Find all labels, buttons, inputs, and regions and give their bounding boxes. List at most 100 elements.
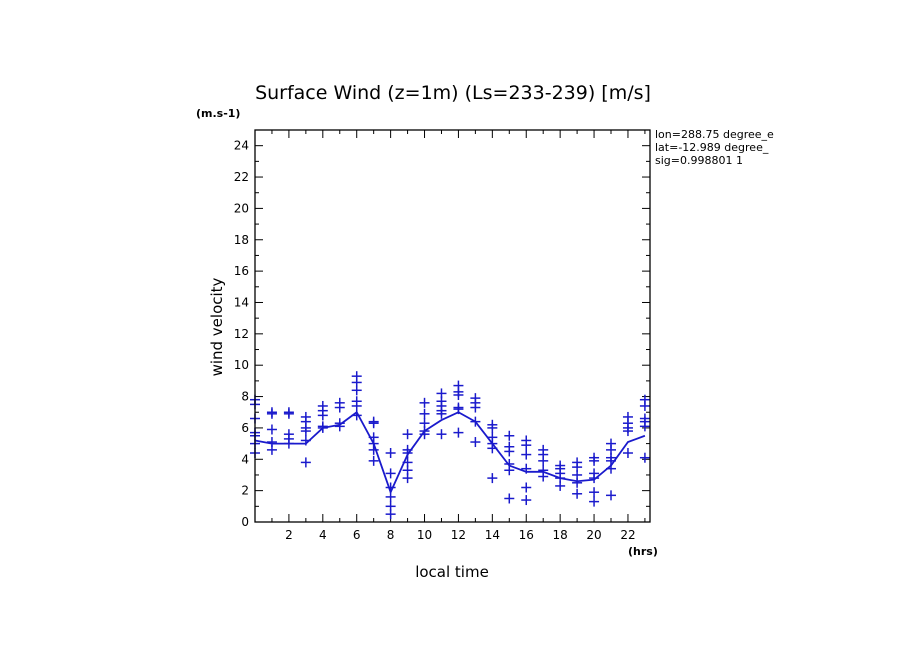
- mean-line: [254, 410, 646, 495]
- scatter-point: [368, 418, 379, 429]
- scatter-point: [419, 429, 430, 440]
- x-tick-label: 10: [417, 528, 432, 542]
- scatter-point: [300, 426, 311, 437]
- scatter-point: [351, 400, 362, 411]
- x-tick-label: 2: [285, 528, 293, 542]
- scatter-point: [639, 400, 650, 411]
- scatter-point: [639, 452, 650, 463]
- scatter-point: [622, 448, 633, 459]
- scatter-point: [266, 408, 277, 419]
- scatter-point: [453, 427, 464, 438]
- scatter-point: [521, 495, 532, 506]
- scatter-point: [402, 429, 413, 440]
- scatter-point: [419, 408, 430, 419]
- scatter-point: [436, 429, 447, 440]
- scatter-point: [385, 482, 396, 493]
- scatter-point: [470, 437, 481, 448]
- scatter-point: [470, 416, 481, 427]
- scatter-point: [521, 449, 532, 460]
- x-axis-label: local time: [415, 563, 489, 581]
- info-line-lon: lon=288.75 degree_e: [655, 128, 774, 141]
- scatter-point: [538, 471, 549, 482]
- chart-title: Surface Wind (z=1m) (Ls=233-239) [m/s]: [255, 82, 651, 104]
- scatter-point: [487, 443, 498, 454]
- scatter-point: [266, 444, 277, 455]
- scatter-point: [572, 488, 583, 499]
- scatter-point: [589, 487, 600, 498]
- y-tick-label: 14: [234, 295, 249, 309]
- scatter-point: [639, 421, 650, 432]
- y-tick-label: 22: [234, 170, 249, 184]
- scatter-point: [589, 455, 600, 466]
- y-tick-label: 2: [241, 484, 249, 498]
- y-tick-label: 24: [234, 139, 249, 153]
- scatter-point: [385, 448, 396, 459]
- plot-frame: [254, 129, 651, 523]
- data-series: [250, 371, 650, 520]
- scatter-point: [436, 408, 447, 419]
- scatter-point: [351, 410, 362, 421]
- scatter-point: [334, 421, 345, 432]
- scatter-point: [368, 444, 379, 455]
- x-tick-label: 16: [519, 528, 534, 542]
- scatter-point: [606, 463, 617, 474]
- scatter-point: [572, 477, 583, 488]
- y-axis-label: wind velocity: [208, 277, 226, 376]
- scatter-point: [504, 430, 515, 441]
- x-tick-label: 6: [353, 528, 361, 542]
- y-tick-label: 8: [241, 390, 249, 404]
- scatter-point: [555, 480, 566, 491]
- x-tick-label: 14: [485, 528, 500, 542]
- scatter-point: [419, 397, 430, 408]
- y-tick-label: 20: [234, 201, 249, 215]
- scatter-point: [351, 385, 362, 396]
- scatter-point: [538, 455, 549, 466]
- scatter-point: [470, 402, 481, 413]
- scatter-point: [606, 490, 617, 501]
- scatter-point: [402, 448, 413, 459]
- scatter-point: [266, 424, 277, 435]
- scatter-point: [317, 410, 328, 421]
- scatter-point: [521, 440, 532, 451]
- x-tick-label: 22: [620, 528, 635, 542]
- scatter-point: [385, 468, 396, 479]
- x-tick-label: 12: [451, 528, 466, 542]
- scatter-point: [453, 404, 464, 415]
- info-line-sig: sig=0.998801 1: [655, 154, 743, 167]
- scatter-point: [300, 457, 311, 468]
- y-tick-label: 0: [241, 515, 249, 529]
- scatter-point: [334, 402, 345, 413]
- x-tick-label: 18: [553, 528, 568, 542]
- scatter-point: [521, 463, 532, 474]
- y-tick-label: 16: [234, 264, 249, 278]
- scatter-point: [283, 438, 294, 449]
- scatter-point: [300, 435, 311, 446]
- y-unit-label: (m.s-1): [196, 107, 240, 120]
- y-tick-label: 4: [241, 452, 249, 466]
- info-line-lat: lat=-12.989 degree_: [655, 141, 769, 154]
- scatter-point: [402, 473, 413, 484]
- scatter-point: [504, 446, 515, 457]
- scatter-point: [453, 389, 464, 400]
- y-tick-label: 18: [234, 233, 249, 247]
- y-tick-label: 6: [241, 421, 249, 435]
- scatter-point: [589, 496, 600, 507]
- scatter-point: [521, 482, 532, 493]
- y-tick-label: 12: [234, 327, 249, 341]
- scatter-point: [504, 465, 515, 476]
- y-tick-label: 10: [234, 358, 249, 372]
- scatter-point: [589, 473, 600, 484]
- scatter-point: [504, 493, 515, 504]
- x-tick-label: 20: [586, 528, 601, 542]
- scatter-point: [283, 408, 294, 419]
- scatter-point: [487, 473, 498, 484]
- scatter-point: [368, 455, 379, 466]
- scatter-point: [622, 426, 633, 437]
- scatter-point: [385, 509, 396, 520]
- scatter-point: [317, 422, 328, 433]
- x-tick-label: 4: [319, 528, 327, 542]
- scatter-point: [385, 491, 396, 502]
- x-tick-label: 8: [387, 528, 395, 542]
